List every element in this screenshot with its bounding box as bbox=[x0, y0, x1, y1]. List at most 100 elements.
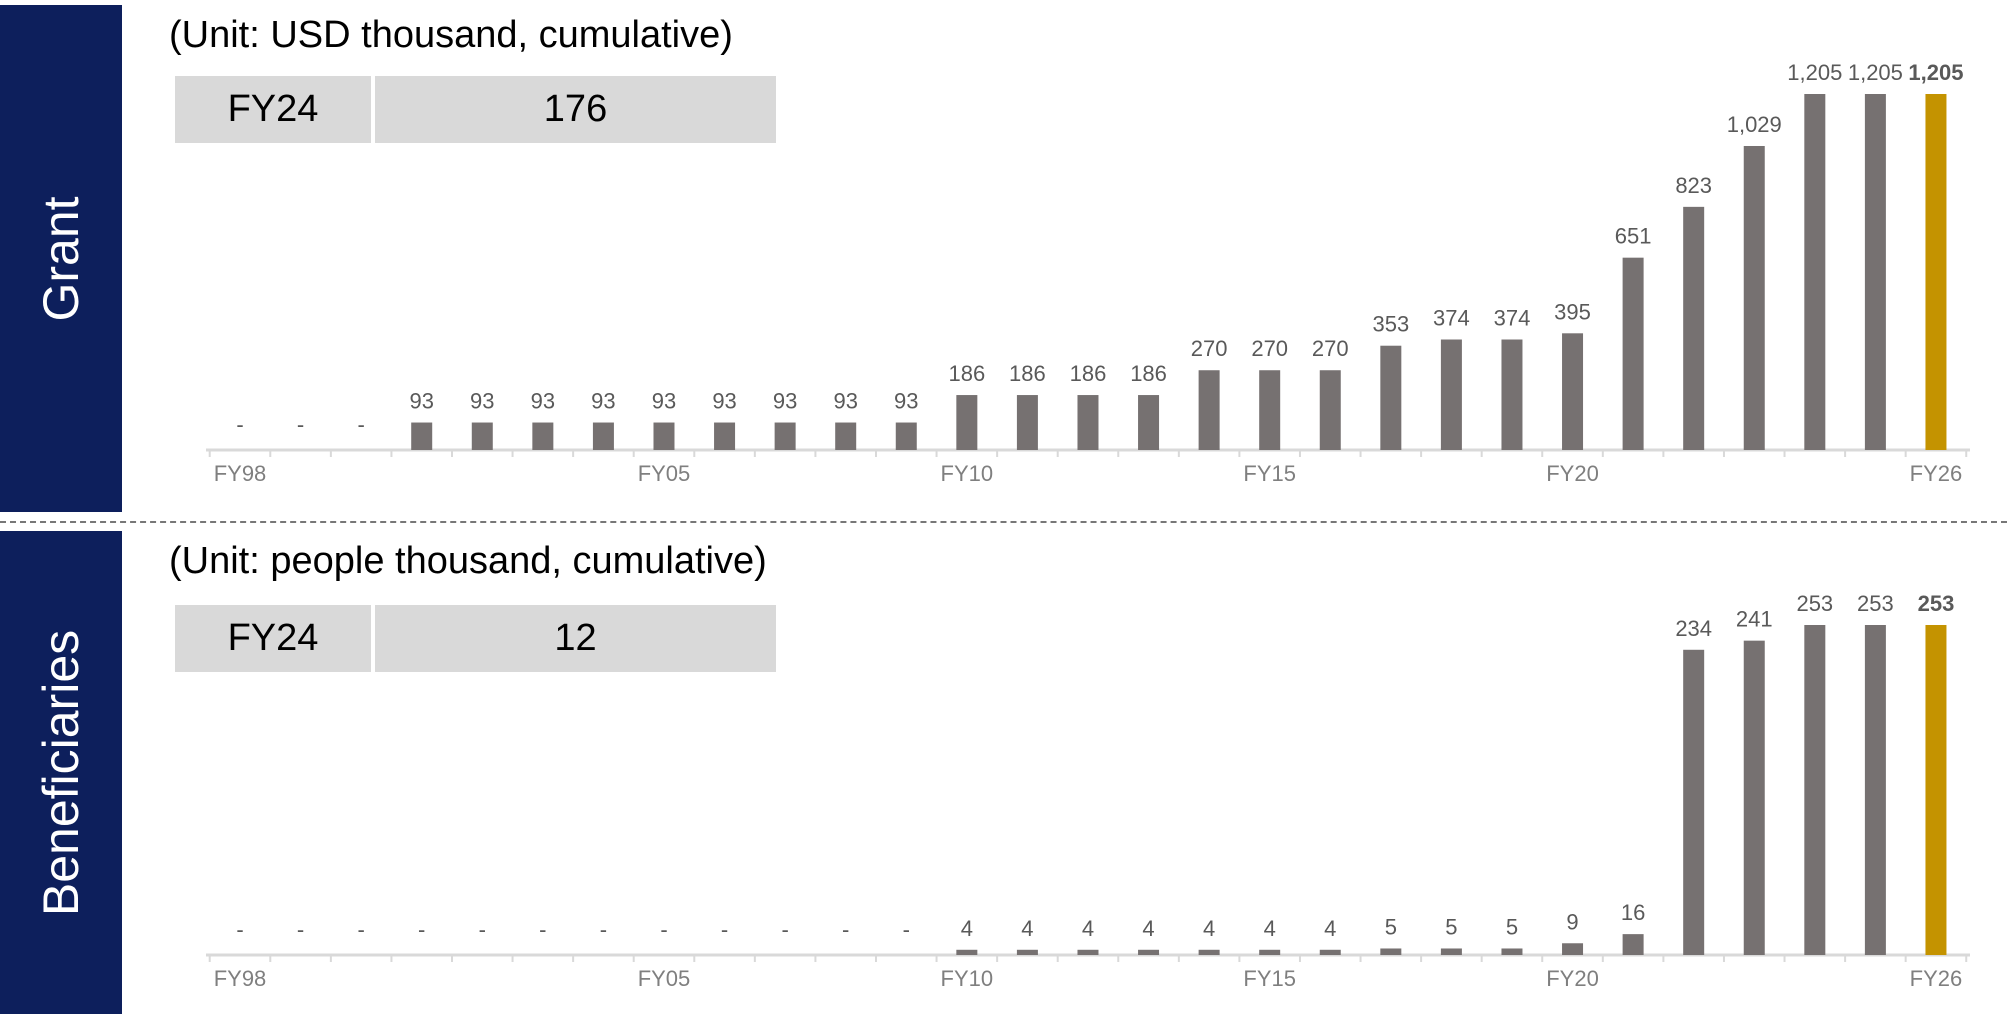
grant-bar-fy04 bbox=[592, 422, 614, 450]
beneficiaries-bar-fy26 bbox=[1925, 625, 1947, 955]
grant-data-label-fy23: 1,029 bbox=[1727, 112, 1782, 137]
beneficiaries-data-label-fy23: 241 bbox=[1736, 607, 1773, 632]
beneficiaries-bar-fy16 bbox=[1319, 949, 1341, 955]
beneficiaries-bar-fy24 bbox=[1804, 625, 1826, 955]
beneficiaries-data-label-fy25: 253 bbox=[1857, 591, 1894, 616]
grant-data-label-fy09: 93 bbox=[894, 389, 918, 414]
grant-tick-label-fy20: FY20 bbox=[1546, 461, 1599, 486]
beneficiaries-data-label-fy12: 4 bbox=[1082, 916, 1094, 941]
grant-data-label-fy99: - bbox=[297, 412, 304, 437]
grant-bar-fy25 bbox=[1864, 94, 1886, 450]
beneficiaries-data-label-fy19: 5 bbox=[1506, 914, 1518, 939]
beneficiaries-data-label-fy22: 234 bbox=[1675, 616, 1712, 641]
grant-data-label-fy15: 270 bbox=[1251, 336, 1288, 361]
grant-data-label-fy06: 93 bbox=[712, 389, 736, 414]
grant-data-label-fy04: 93 bbox=[591, 389, 615, 414]
grant-bar-fy02 bbox=[471, 422, 493, 450]
beneficiaries-fy24-key: FY24 bbox=[175, 605, 371, 672]
grant-data-label-fy08: 93 bbox=[833, 389, 857, 414]
grant-data-label-fy21: 651 bbox=[1615, 224, 1652, 249]
grant-fy24-key: FY24 bbox=[175, 76, 371, 143]
grant-data-label-fy12: 186 bbox=[1070, 361, 1107, 386]
grant-bar-fy13 bbox=[1138, 395, 1160, 450]
beneficiaries-data-label-fy17: 5 bbox=[1385, 914, 1397, 939]
beneficiaries-tick-label-fy15: FY15 bbox=[1243, 966, 1296, 991]
grant-bar-fy06 bbox=[714, 422, 736, 450]
grant-tick-label-fy05: FY05 bbox=[638, 461, 691, 486]
grant-data-label-fy02: 93 bbox=[470, 389, 494, 414]
beneficiaries-unit-note: (Unit: people thousand, cumulative) bbox=[169, 540, 767, 582]
grant-tick-label-fy98: FY98 bbox=[214, 461, 267, 486]
grant-bar-fy24 bbox=[1804, 94, 1826, 450]
beneficiaries-bar-fy14 bbox=[1198, 949, 1220, 955]
beneficiaries-data-label-fy98: - bbox=[236, 917, 243, 942]
beneficiaries-tick-label-fy05: FY05 bbox=[638, 966, 691, 991]
beneficiaries-data-label-fy24: 253 bbox=[1796, 591, 1833, 616]
grant-data-label-fy17: 353 bbox=[1372, 312, 1409, 337]
grant-bar-fy07 bbox=[774, 422, 796, 450]
beneficiaries-data-label-fy11: 4 bbox=[1021, 916, 1033, 941]
beneficiaries-tick-label-fy98: FY98 bbox=[214, 966, 267, 991]
beneficiaries-data-label-fy05: - bbox=[660, 917, 667, 942]
grant-data-label-fy10: 186 bbox=[948, 361, 985, 386]
grant-tick-label-fy15: FY15 bbox=[1243, 461, 1296, 486]
beneficiaries-tick-label-fy20: FY20 bbox=[1546, 966, 1599, 991]
beneficiaries-tick-label-fy10: FY10 bbox=[941, 966, 994, 991]
beneficiaries-data-label-fy09: - bbox=[903, 917, 910, 942]
beneficiaries-data-label-fy03: - bbox=[539, 917, 546, 942]
grant-data-label-fy26: 1,205 bbox=[1908, 60, 1963, 85]
grant-data-label-fy20: 395 bbox=[1554, 299, 1591, 324]
grant-bar-fy17 bbox=[1380, 345, 1402, 450]
grant-data-label-fy11: 186 bbox=[1009, 361, 1046, 386]
grant-data-label-fy05: 93 bbox=[652, 389, 676, 414]
beneficiaries-panel-sidebar: Beneficiaries bbox=[0, 531, 122, 1014]
grant-data-label-fy14: 270 bbox=[1191, 336, 1228, 361]
beneficiaries-data-label-fy14: 4 bbox=[1203, 916, 1215, 941]
beneficiaries-data-label-fy00: - bbox=[357, 917, 364, 942]
beneficiaries-data-label-fy13: 4 bbox=[1142, 916, 1154, 941]
beneficiaries-data-label-fy21: 16 bbox=[1621, 900, 1645, 925]
grant-bar-fy23 bbox=[1743, 145, 1765, 450]
grant-unit-note: (Unit: USD thousand, cumulative) bbox=[169, 14, 733, 56]
beneficiaries-bar-fy13 bbox=[1138, 949, 1160, 955]
beneficiaries-data-label-fy15: 4 bbox=[1264, 916, 1276, 941]
beneficiaries-data-label-fy99: - bbox=[297, 917, 304, 942]
grant-bar-fy03 bbox=[532, 422, 554, 450]
grant-data-label-fy13: 186 bbox=[1130, 361, 1167, 386]
grant-data-label-fy98: - bbox=[236, 412, 243, 437]
grant-bar-fy12 bbox=[1077, 395, 1099, 450]
beneficiaries-bar-fy11 bbox=[1016, 949, 1038, 955]
grant-bar-fy09 bbox=[895, 422, 917, 450]
beneficiaries-data-label-fy02: - bbox=[479, 917, 486, 942]
grant-bar-fy19 bbox=[1501, 339, 1523, 450]
grant-bar-fy22 bbox=[1683, 206, 1705, 450]
beneficiaries-bar-fy17 bbox=[1380, 948, 1402, 955]
beneficiaries-bar-fy25 bbox=[1864, 625, 1886, 955]
grant-bar-fy18 bbox=[1440, 339, 1462, 450]
beneficiaries-data-label-fy16: 4 bbox=[1324, 916, 1336, 941]
grant-data-label-fy19: 374 bbox=[1494, 306, 1531, 331]
beneficiaries-data-label-fy10: 4 bbox=[961, 916, 973, 941]
grant-data-label-fy22: 823 bbox=[1675, 173, 1712, 198]
beneficiaries-data-label-fy08: - bbox=[842, 917, 849, 942]
grant-data-label-fy03: 93 bbox=[531, 389, 555, 414]
grant-data-label-fy01: 93 bbox=[409, 389, 433, 414]
grant-data-label-fy16: 270 bbox=[1312, 336, 1349, 361]
grant-fy24-value: 176 bbox=[375, 76, 776, 143]
grant-bar-fy14 bbox=[1198, 370, 1220, 450]
grant-bar-fy15 bbox=[1259, 370, 1281, 450]
grant-bar-fy26 bbox=[1925, 94, 1947, 450]
grant-bar-fy21 bbox=[1622, 257, 1644, 450]
beneficiaries-data-label-fy18: 5 bbox=[1445, 914, 1457, 939]
grant-data-label-fy18: 374 bbox=[1433, 306, 1470, 331]
beneficiaries-bar-fy22 bbox=[1683, 649, 1705, 955]
beneficiaries-data-label-fy06: - bbox=[721, 917, 728, 942]
beneficiaries-data-label-fy04: - bbox=[600, 917, 607, 942]
grant-data-label-fy00: - bbox=[357, 412, 364, 437]
beneficiaries-data-label-fy20: 9 bbox=[1566, 909, 1578, 934]
beneficiaries-bar-fy12 bbox=[1077, 949, 1099, 955]
beneficiaries-bar-fy15 bbox=[1259, 949, 1281, 955]
grant-panel-sidebar: Grant bbox=[0, 5, 122, 512]
grant-data-label-fy25: 1,205 bbox=[1848, 60, 1903, 85]
